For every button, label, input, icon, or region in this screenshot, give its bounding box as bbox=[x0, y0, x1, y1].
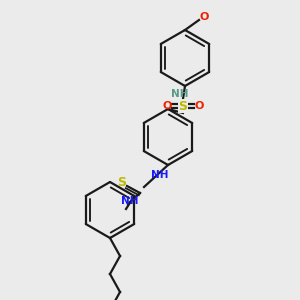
Text: S: S bbox=[178, 100, 188, 112]
Text: NH: NH bbox=[121, 196, 139, 206]
Text: NH: NH bbox=[171, 89, 189, 99]
Text: O: O bbox=[194, 101, 204, 111]
Text: S: S bbox=[118, 176, 127, 190]
Text: NH: NH bbox=[151, 170, 169, 180]
Text: O: O bbox=[199, 12, 209, 22]
Text: O: O bbox=[162, 101, 172, 111]
